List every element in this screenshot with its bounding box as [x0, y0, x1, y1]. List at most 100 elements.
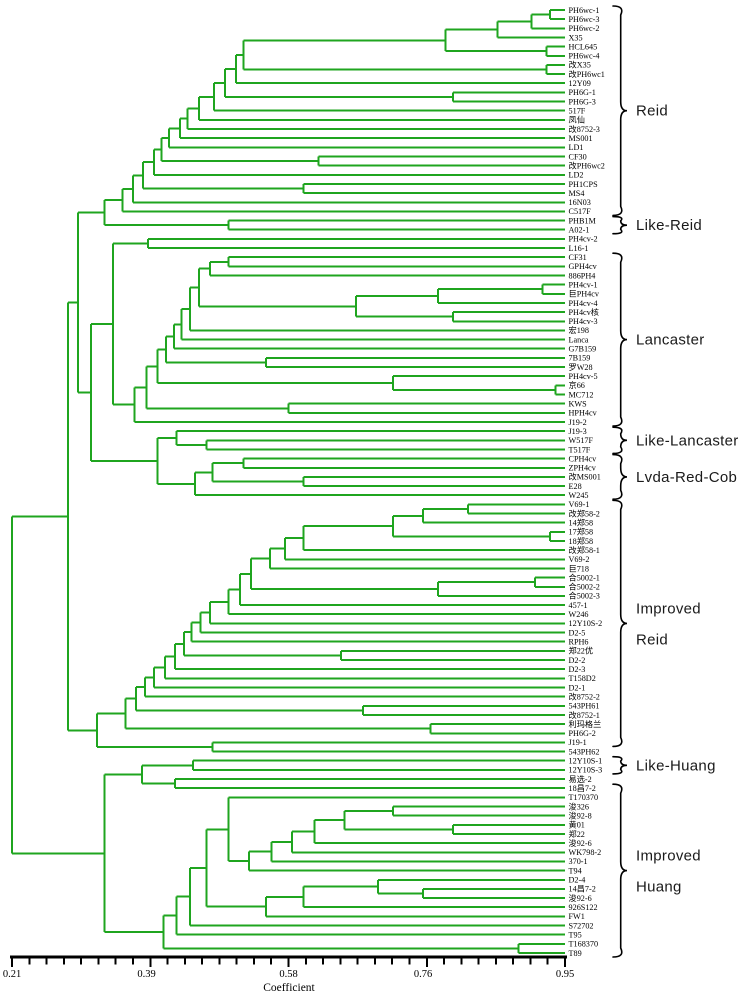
leaf-label: 罗W28	[569, 363, 593, 372]
leaf-label: 黄01	[569, 820, 585, 830]
leaf-label: 合5002-1	[569, 572, 600, 582]
leaf-label: PH4cv-4	[569, 299, 598, 308]
leaf-label: PH6G-1	[569, 88, 596, 97]
leaf-label: PH6wc-3	[569, 15, 600, 24]
leaf-label: X35	[569, 33, 583, 42]
leaf-label: Lanca	[569, 335, 589, 344]
leaf-label: T168370	[569, 940, 599, 949]
group-brace	[612, 755, 628, 775]
leaf-label: 926S122	[569, 903, 598, 912]
axis-tick-label: 0.58	[279, 969, 297, 980]
coefficient-axis: 0.21 0.39 0.58 0.76 0.95 Coefficient	[3, 955, 574, 994]
leaf-label: CF31	[569, 253, 587, 262]
group-brace	[612, 215, 628, 235]
leaf-label: C517F	[569, 207, 592, 216]
leaf-label: 543PH62	[569, 747, 600, 756]
leaf-label: T89	[569, 949, 582, 958]
leaf-label: FW1	[569, 912, 585, 921]
leaf-label: ZPH4cv	[569, 464, 597, 473]
leaf-label: PH4cv核	[569, 307, 599, 317]
leaf-labels: PH6wc-1PH6wc-3PH6wc-2X35HCL645PH6wc-4改X3…	[569, 6, 605, 958]
leaf-label: 17郑58	[569, 527, 594, 537]
leaf-label: CPH4cv	[569, 454, 598, 463]
leaf-label: 浚326	[569, 801, 589, 811]
group-brace	[612, 426, 628, 455]
axis-tick-label: 0.95	[556, 969, 574, 980]
leaf-label: D2-5	[569, 628, 586, 637]
leaf-label: 7B159	[569, 354, 591, 363]
leaf-label: 改PH6wc2	[569, 160, 605, 170]
leaf-label: PH6wc-1	[569, 6, 600, 15]
leaf-label: S72702	[569, 921, 594, 930]
leaf-label: HPH4cv	[569, 409, 598, 418]
group-label: Lvda-Red-Cob	[636, 469, 737, 486]
leaf-label: 巨PH4cv	[569, 290, 600, 299]
leaf-label: T95	[569, 931, 582, 940]
leaf-label: 宏198	[569, 325, 589, 335]
leaf-label: D2-4	[569, 876, 586, 885]
leaf-label: 14昌7-2	[569, 885, 596, 894]
group-label: Like-Reid	[636, 217, 702, 234]
leaf-label: MS4	[569, 189, 585, 198]
leaf-label: 浚92-8	[569, 811, 592, 821]
group-label: Improved	[636, 848, 701, 865]
axis-tick-label: 0.21	[3, 969, 21, 980]
group-label: Reid	[636, 631, 668, 648]
group-brace	[612, 499, 628, 748]
leaf-label: 郑22优	[569, 646, 594, 656]
leaf-label: T158D2	[569, 674, 596, 683]
group-brace	[612, 453, 628, 501]
axis-tick-label: 0.39	[137, 969, 155, 980]
leaf-label: W246	[569, 610, 589, 619]
axis-title: Coefficient	[263, 982, 315, 994]
axis-ticks	[11, 957, 566, 967]
leaf-label: 12Y10S-2	[569, 619, 603, 628]
leaf-label: KWS	[569, 400, 588, 409]
leaf-label: PH6wc-2	[569, 24, 600, 33]
leaf-label: 886PH4	[569, 271, 596, 280]
leaf-label: L16-1	[569, 244, 589, 253]
leaf-label: 改郑58-2	[569, 508, 600, 518]
leaf-label: 改8752-3	[569, 124, 600, 134]
leaf-label: PH4cv-5	[569, 372, 598, 381]
group-brace	[612, 252, 628, 427]
leaf-label: 改郑58-1	[569, 545, 600, 555]
leaf-label: V69-1	[569, 500, 590, 509]
leaf-label: PH6G-3	[569, 97, 596, 106]
leaf-label: MC712	[569, 390, 594, 399]
leaf-label: 改8752-1	[569, 710, 600, 720]
group-brace	[612, 5, 628, 217]
leaf-label: 370-1	[569, 857, 588, 866]
leaf-label: 改8752-2	[569, 691, 600, 701]
group-label: Improved	[636, 600, 701, 617]
leaf-label: 12Y10S-3	[569, 766, 603, 775]
leaf-label: CF30	[569, 152, 587, 161]
leaf-label: PH4cv-2	[569, 235, 598, 244]
leaf-label: 易选-2	[569, 774, 592, 784]
leaf-label: 浚92-6	[569, 838, 592, 848]
leaf-label: W517F	[569, 436, 594, 445]
leaf-label: PHB1M	[569, 216, 597, 225]
leaf-label: 457-1	[569, 601, 588, 610]
leaf-label: 12Y09	[569, 79, 591, 88]
leaf-label: 巨718	[569, 564, 589, 573]
leaf-label: PH6wc-4	[569, 52, 600, 61]
leaf-label: LD2	[569, 171, 584, 180]
leaf-label: GPH4cv	[569, 262, 598, 271]
leaf-label: 改PH6wc1	[569, 69, 605, 79]
leaf-label: HCL645	[569, 42, 598, 51]
leaf-label: 543PH61	[569, 702, 600, 711]
group-braces: Reid Like-Reid Lancaster Like-Lancaster Lvda…	[612, 5, 738, 958]
leaf-label: J19-1	[569, 738, 587, 747]
leaf-label: 18郑58	[569, 536, 594, 546]
axis-tick-label: 0.76	[414, 969, 432, 980]
tree-branches	[11, 9, 565, 954]
leaf-label: 14郑58	[569, 518, 594, 528]
leaf-label: V69-2	[569, 555, 590, 564]
group-brace	[612, 783, 628, 958]
leaf-label: 京66	[569, 380, 585, 390]
leaf-label: 改X35	[569, 60, 591, 70]
group-label: Reid	[636, 103, 668, 120]
group-label: Like-Huang	[636, 757, 716, 774]
